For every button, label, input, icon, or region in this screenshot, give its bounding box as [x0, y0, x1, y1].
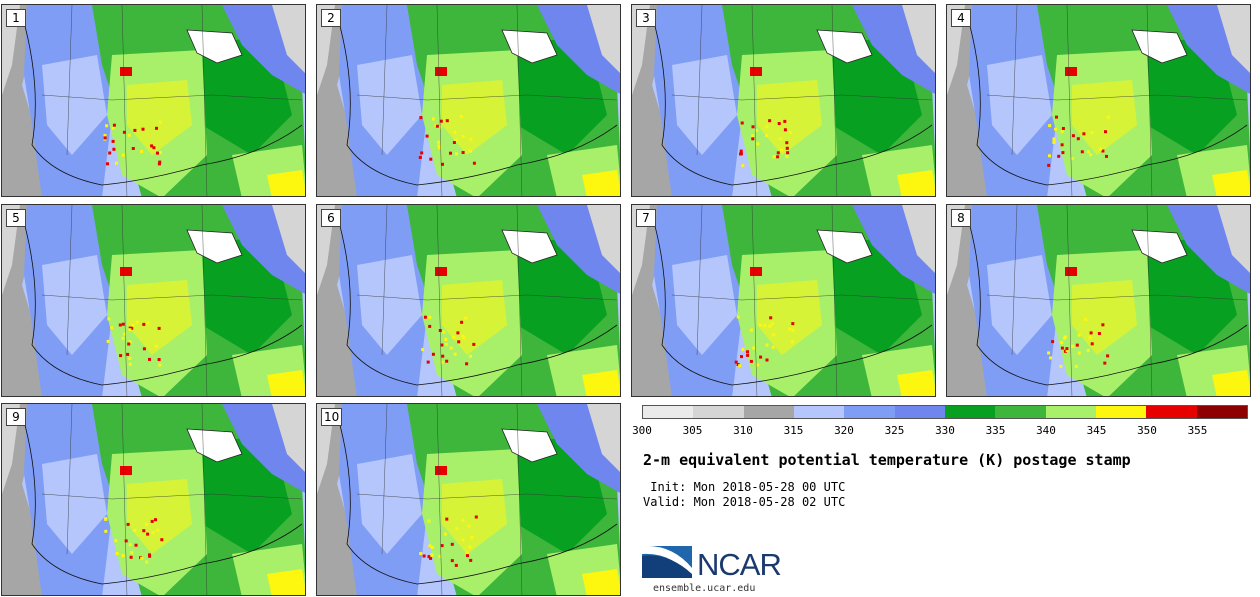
member-map-panel: 2	[316, 4, 621, 197]
map-background	[947, 205, 1250, 396]
member-map-panel: 10	[316, 403, 621, 596]
colorbar-tick-label: 315	[783, 424, 804, 437]
valid-time: Valid: Mon 2018-05-28 02 UTC	[643, 495, 846, 509]
member-map-panel: 7	[631, 204, 936, 397]
colorbar-tick-label: 345	[1086, 424, 1107, 437]
colorbar-segment	[1095, 406, 1147, 418]
colorbar-segment	[693, 406, 744, 418]
colorbar-segment	[743, 406, 794, 418]
map-background	[2, 404, 305, 595]
colorbar-segment	[1045, 406, 1096, 418]
colorbar-segment	[643, 406, 694, 418]
member-map-panel: 8	[946, 204, 1251, 397]
member-map-panel: 9	[1, 403, 306, 596]
member-map-panel: 6	[316, 204, 621, 397]
colorbar-segment	[944, 406, 996, 418]
colorbar-tick-label: 300	[632, 424, 652, 437]
map-background	[947, 5, 1250, 196]
colorbar-tick-label: 335	[985, 424, 1006, 437]
colorbar-tick-label: 340	[1036, 424, 1056, 437]
member-number-label: 10	[321, 408, 343, 426]
map-background	[2, 5, 305, 196]
colorbar-tick-label: 330	[935, 424, 955, 437]
init-time: Init: Mon 2018-05-28 00 UTC	[643, 480, 846, 494]
member-number-label: 4	[951, 9, 971, 27]
member-number-label: 2	[321, 9, 341, 27]
map-background	[317, 5, 620, 196]
colorbar-tick-label: 320	[834, 424, 854, 437]
site-url: ensemble.ucar.edu	[653, 583, 756, 594]
colorbar	[642, 405, 1248, 419]
map-background	[317, 404, 620, 595]
colorbar-tick-label: 310	[733, 424, 753, 437]
plot-title: 2-m equivalent potential temperature (K)…	[643, 451, 1131, 469]
colorbar-segment	[844, 406, 895, 418]
colorbar-segment	[1196, 406, 1247, 418]
colorbar-tick-label: 325	[884, 424, 905, 437]
map-background	[632, 205, 935, 396]
member-map-panel: 4	[946, 4, 1251, 197]
member-map-panel: 3	[631, 4, 936, 197]
colorbar-segment	[1146, 406, 1197, 418]
member-number-label: 6	[321, 209, 341, 227]
member-number-label: 9	[6, 408, 26, 426]
member-number-label: 8	[951, 209, 971, 227]
ncar-logo-icon	[642, 545, 692, 578]
colorbar-segment	[995, 406, 1046, 418]
member-number-label: 1	[6, 9, 26, 27]
colorbar-segment	[793, 406, 845, 418]
member-number-label: 3	[636, 9, 656, 27]
member-map-panel: 5	[1, 204, 306, 397]
map-background	[2, 205, 305, 396]
member-number-label: 5	[6, 209, 26, 227]
colorbar-segment	[894, 406, 945, 418]
map-background	[632, 5, 935, 196]
colorbar-tick-label: 355	[1187, 424, 1208, 437]
colorbar-tick-label: 305	[682, 424, 703, 437]
member-map-panel: 1	[1, 4, 306, 197]
member-number-label: 7	[636, 209, 656, 227]
colorbar-tick-label: 350	[1137, 424, 1157, 437]
map-background	[317, 205, 620, 396]
ncar-logo-text: NCAR	[697, 547, 782, 582]
